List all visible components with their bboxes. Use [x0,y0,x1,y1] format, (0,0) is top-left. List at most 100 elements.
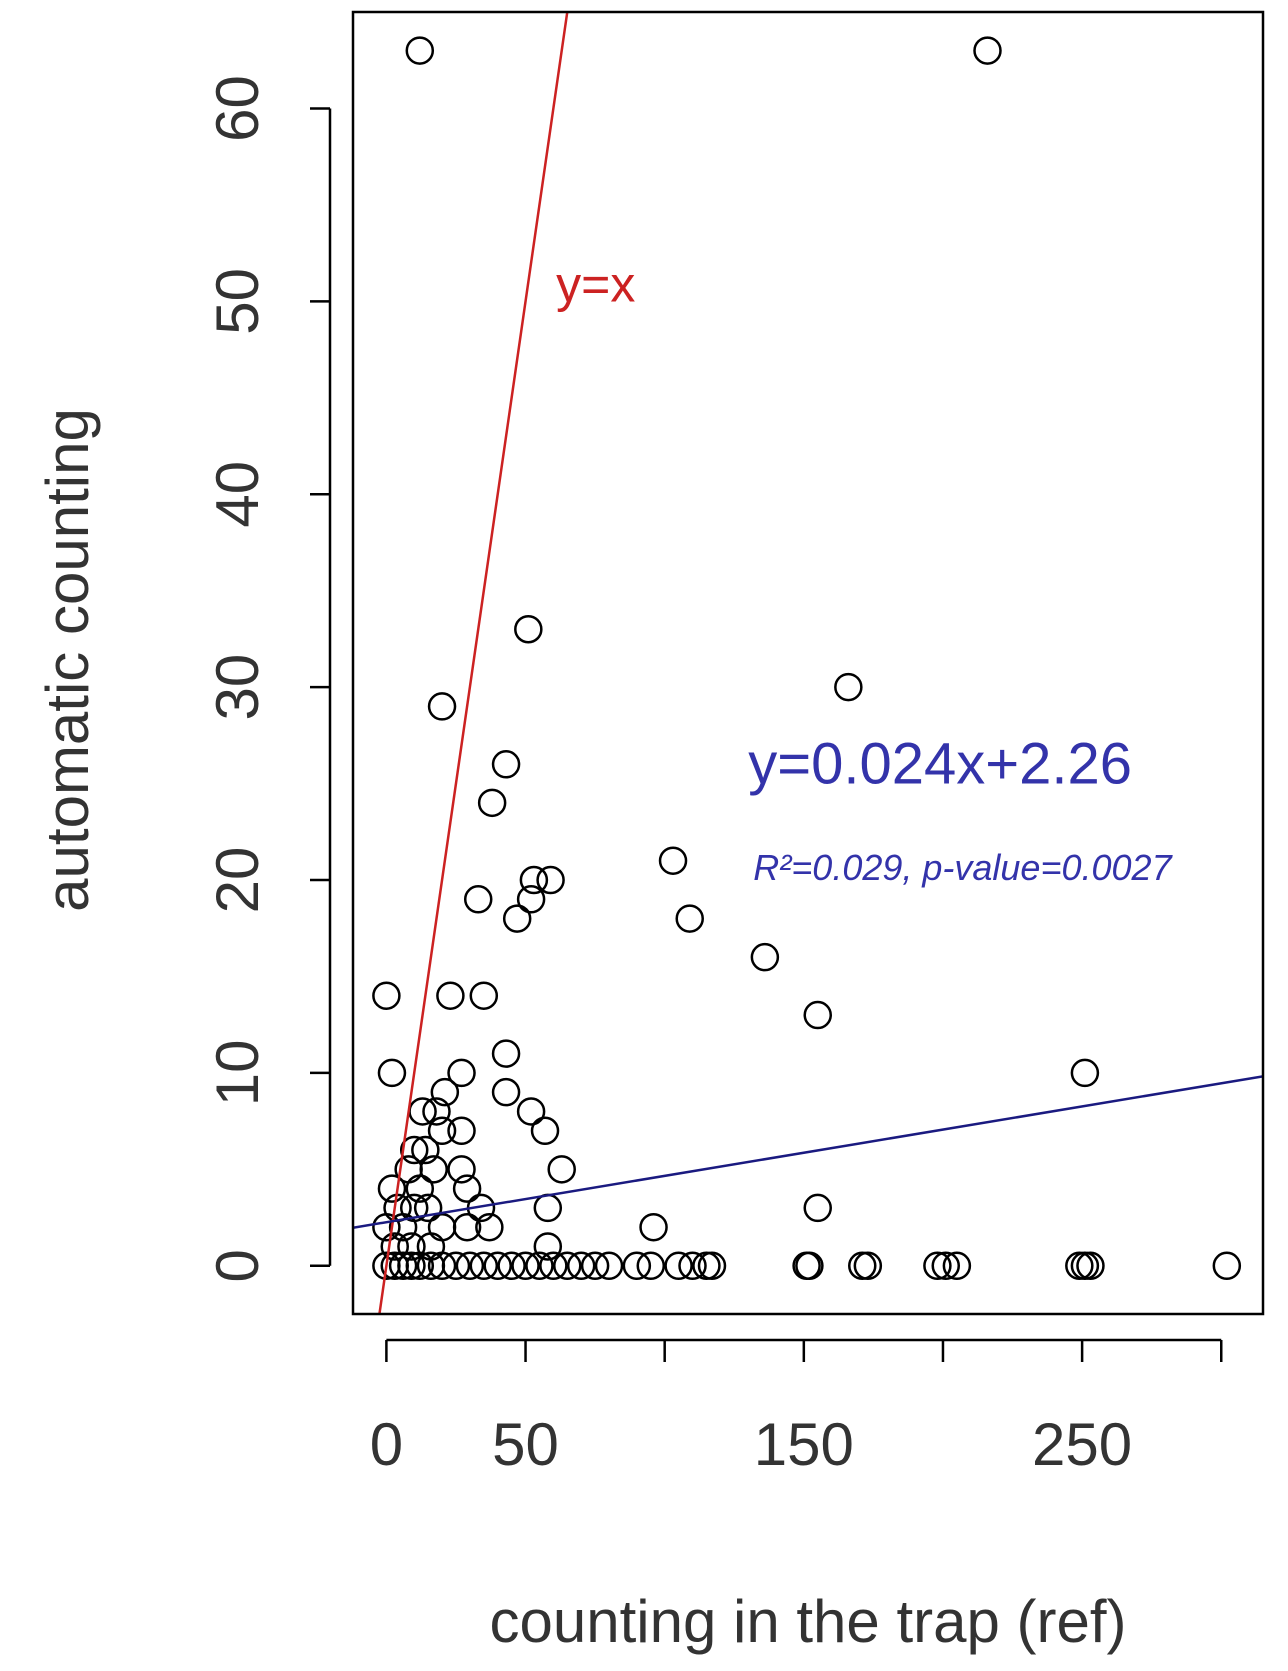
x-tick-label: 250 [1032,1411,1132,1478]
data-point [427,1212,457,1242]
data-point [533,1193,563,1223]
y-axis: 0 10 20 30 40 50 60 [204,75,332,1282]
x-tick-label: 50 [492,1411,559,1478]
plot-frame [351,10,1265,1316]
data-point [636,1251,666,1281]
data-point [452,1174,482,1203]
data-point [848,1251,877,1281]
data-point [377,1058,407,1088]
data-point [416,1251,446,1281]
data-point [491,750,521,779]
data-point [469,1251,499,1281]
x-tick-label: 150 [754,1411,854,1478]
y-tick-label: 50 [204,268,271,335]
data-point [427,692,457,721]
y-tick-label: 30 [204,654,271,721]
data-point [405,36,435,65]
regression-stats: R²=0.029, p-value=0.0027 [753,847,1173,888]
data-point [536,865,565,895]
y-tick-label: 60 [204,75,271,142]
data-point [447,1155,476,1184]
y-axis-label: automatic counting [34,408,101,912]
x-tick-label: 0 [370,1411,403,1478]
identity-line-label: y=x [556,256,635,312]
data-point [413,1193,443,1223]
data-point [441,1251,471,1281]
data-point [436,981,465,1010]
data-point [388,1251,418,1281]
data-point [516,885,546,914]
data-point [475,1212,504,1242]
data-point [1070,1251,1100,1281]
data-point [399,1135,429,1165]
data-point [463,885,493,914]
data-point [405,1251,435,1281]
data-point [622,1251,652,1281]
data-point [750,942,780,972]
data-point [455,1251,485,1281]
data-point [514,614,543,644]
data-point [388,1212,418,1242]
data-point [1212,1251,1242,1281]
data-point [853,1251,883,1281]
data-point [477,788,507,818]
data-point [405,1174,435,1203]
x-axis: 0 50 150 250 [370,1338,1223,1478]
data-point [678,1251,707,1281]
regression-equation: y=0.024x+2.26 [748,732,1132,797]
data-point [533,1232,563,1261]
regression-line [353,1075,1263,1229]
data-point [525,1251,554,1281]
data-point [519,865,549,895]
data-point [1070,1058,1100,1088]
data-point [675,904,704,933]
data-point [942,1251,972,1281]
data-point [447,1116,476,1146]
data-point [397,1232,426,1261]
data-point [430,1077,460,1107]
data-point [497,1251,526,1281]
data-point [547,1155,576,1184]
data-point [566,1251,596,1281]
data-point [447,1058,476,1088]
identity-line [378,12,569,1314]
y-tick-label: 20 [204,847,271,914]
data-point [427,1116,457,1146]
data-point [834,672,863,702]
data-point [795,1251,824,1281]
data-point [397,1251,426,1281]
data-point [491,1039,521,1068]
data-point [1076,1251,1105,1281]
data-point [491,1077,521,1107]
data-point [553,1251,582,1281]
data-point [419,1155,448,1184]
data-point [469,981,499,1010]
data-point [411,1135,440,1165]
data-point [923,1251,952,1281]
data-point [580,1251,610,1281]
data-point [803,1000,832,1030]
y-tick-label: 0 [204,1249,271,1282]
data-point [427,1251,457,1281]
data-point [803,1193,832,1223]
data-point [664,1251,693,1281]
y-tick-label: 10 [204,1040,271,1107]
data-point [697,1251,727,1281]
data-point [639,1212,668,1242]
data-point [380,1232,409,1261]
data-point [422,1097,451,1126]
plot-marks [353,12,1263,1314]
data-point [372,1212,401,1242]
data-point [377,1174,407,1203]
data-point [973,36,1002,65]
data-point [502,904,532,933]
data-point [594,1251,624,1281]
data-point [372,981,401,1010]
data-point [516,1097,546,1126]
data-point [1065,1251,1094,1281]
data-point [931,1251,961,1281]
y-tick-label: 40 [204,461,271,528]
data-point [658,846,688,875]
data-point [483,1251,512,1281]
